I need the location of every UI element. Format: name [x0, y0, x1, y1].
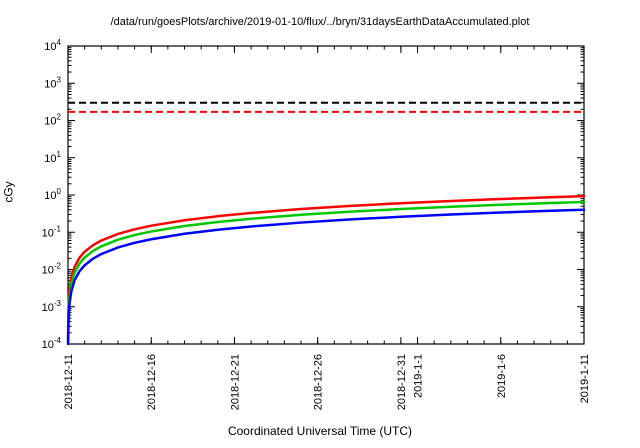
y-tick-label: 103 — [44, 75, 61, 90]
y-tick-label: 101 — [44, 150, 61, 165]
x-axis-label: Coordinated Universal Time (UTC) — [227, 424, 413, 438]
y-tick-label: 100 — [44, 187, 61, 202]
x-tick-label: 2018-12-31 — [396, 354, 408, 410]
y-tick-label: 10-2 — [42, 262, 62, 277]
x-tick-label: 2018-12-21 — [229, 354, 241, 410]
x-tick-label: 2019-1-6 — [496, 354, 508, 398]
x-tick-label: 2019-1-11 — [579, 354, 591, 403]
x-tick-label: 2018-12-26 — [313, 354, 325, 410]
accumulated-dose-green — [66, 200, 586, 345]
x-tick-label: 2019-1-1 — [413, 354, 425, 398]
accumulated-dose-blue — [66, 208, 586, 346]
y-tick-label: 102 — [44, 113, 61, 128]
accumulated-dose-red — [66, 194, 586, 339]
y-tick-label: 10-3 — [42, 299, 62, 314]
x-tick-label: 2018-12-16 — [146, 354, 158, 410]
y-tick-label: 10-4 — [42, 336, 62, 351]
x-tick-label: 2018-12-11 — [63, 354, 75, 409]
chart-title: /data/run/goesPlots/archive/2019-01-10/f… — [110, 16, 530, 28]
y-tick-label: 10-1 — [42, 224, 62, 239]
plot-border — [67, 45, 585, 345]
y-tick-label: 104 — [44, 38, 61, 53]
